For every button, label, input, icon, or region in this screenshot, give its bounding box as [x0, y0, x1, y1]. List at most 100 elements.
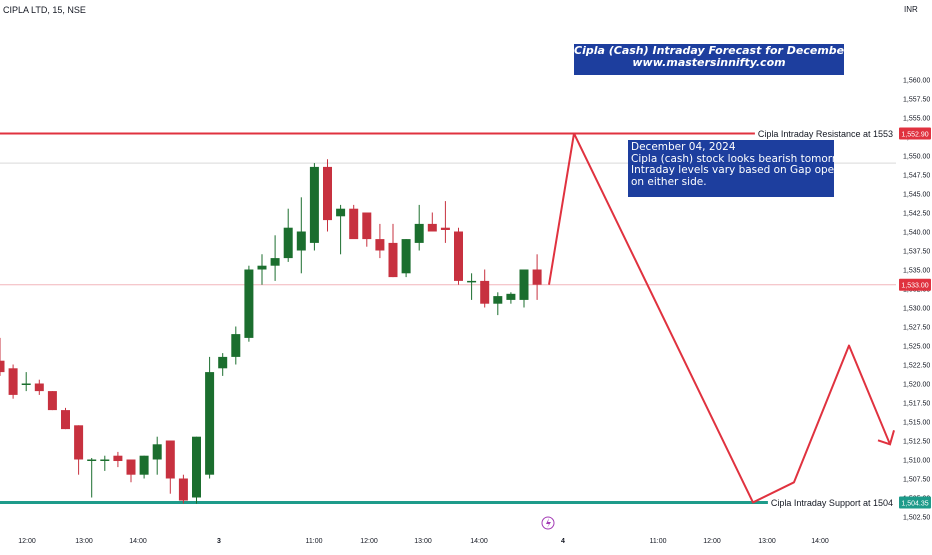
last-price-tag-bg — [899, 278, 931, 291]
candle-body — [192, 436, 201, 498]
candle-body — [454, 231, 463, 281]
y-tick-label: 1,515.00 — [903, 420, 930, 427]
candle-body — [506, 293, 516, 300]
candle — [0, 337, 5, 376]
candle-body — [113, 455, 123, 462]
support-price-tag: 1,504.35 — [901, 500, 928, 507]
candle — [323, 159, 332, 232]
candle — [283, 208, 293, 262]
y-tick-label: 1,512.50 — [903, 439, 930, 446]
candle-body — [401, 239, 411, 274]
x-tick-label: 14:00 — [129, 538, 147, 545]
candle-body — [218, 356, 228, 369]
y-tick-label: 1,560.00 — [903, 78, 930, 85]
x-tick-label: 12:00 — [360, 538, 378, 545]
symbol-title: CIPLA LTD, 15, NSE — [3, 5, 86, 15]
note-line: Cipla (cash) stock looks bearish tomorro… — [631, 152, 854, 165]
candle — [231, 326, 241, 365]
candle-body — [152, 444, 162, 460]
candle — [139, 455, 149, 479]
y-tick-label: 1,507.50 — [903, 477, 930, 484]
candle — [21, 372, 31, 392]
candle-body — [178, 478, 188, 501]
support-price-tag-bg — [899, 496, 931, 509]
candle — [192, 436, 201, 504]
candle — [126, 459, 136, 483]
candle — [74, 425, 84, 475]
note-line: on either side. — [631, 175, 707, 188]
resistance-price-tag: 1,552.90 — [901, 131, 928, 138]
candle — [480, 269, 490, 308]
y-tick-label: 1,542.50 — [903, 211, 930, 218]
y-tick-label: 1,537.50 — [903, 249, 930, 256]
last-price-tag: 1,533.00 — [901, 283, 928, 290]
candle-body — [440, 227, 450, 230]
y-tick-label: 1,522.50 — [903, 363, 930, 370]
x-tick-label: 13:00 — [414, 538, 432, 545]
lightning-icon — [541, 516, 555, 530]
candle-body — [362, 212, 372, 240]
candle — [388, 223, 398, 278]
y-tick-label: 1,517.50 — [903, 401, 930, 408]
y-tick-label: 1,547.50 — [903, 173, 930, 180]
candle-body — [349, 208, 359, 240]
candle — [152, 436, 162, 475]
candle — [87, 457, 97, 498]
y-tick-label: 1,527.50 — [903, 325, 930, 332]
x-tick-label: 11:00 — [650, 538, 667, 545]
candle-body — [493, 296, 503, 304]
x-tick-label: 13:00 — [758, 538, 776, 545]
currency-label: INR — [904, 5, 918, 14]
candle-body — [309, 166, 319, 243]
candle-body — [0, 360, 5, 373]
y-tick-label: 1,502.50 — [903, 515, 930, 522]
resistance-label: Cipla Intraday Resistance at 1553 — [758, 129, 893, 139]
x-tick-label: 12:00 — [703, 538, 721, 545]
support-label: Cipla Intraday Support at 1504 — [771, 498, 893, 508]
candle — [493, 292, 503, 316]
y-tick-label: 1,557.50 — [903, 97, 930, 104]
candle — [205, 356, 215, 479]
candle-body — [244, 269, 254, 338]
candle — [375, 223, 385, 259]
resistance-price-tag-bg — [899, 127, 931, 140]
candle — [34, 379, 44, 395]
candle — [47, 391, 57, 411]
candle-body — [139, 455, 149, 475]
x-tick-label: 12:00 — [18, 538, 36, 545]
candle — [349, 204, 359, 240]
candle-body — [270, 258, 280, 266]
note-line: Intraday levels vary based on Gap openin… — [631, 164, 858, 176]
candle-body — [323, 166, 332, 221]
candle — [8, 364, 18, 399]
forecast-path — [548, 132, 891, 504]
candle-body — [8, 368, 18, 395]
candle — [270, 235, 280, 281]
candle — [427, 212, 437, 232]
x-tick-label: 4 — [561, 538, 565, 545]
candle — [532, 254, 542, 300]
candle — [309, 163, 319, 251]
candle — [414, 204, 424, 251]
candle-body — [336, 208, 346, 217]
candle-body — [414, 223, 424, 243]
x-tick-label: 13:00 — [75, 538, 93, 545]
candle-body — [467, 280, 477, 283]
candle-body — [231, 334, 241, 357]
candle — [296, 197, 306, 274]
y-tick-label: 1,520.00 — [903, 382, 930, 389]
y-tick-label: 1,535.00 — [903, 268, 930, 275]
candle — [519, 269, 529, 308]
candle-body — [21, 383, 31, 385]
candle — [454, 227, 463, 285]
candle — [506, 292, 516, 304]
candle-body — [87, 459, 97, 461]
y-tick-label: 1,545.00 — [903, 192, 930, 199]
candle-body — [427, 223, 437, 232]
candle-body — [61, 410, 70, 430]
candle — [257, 254, 267, 285]
candle-body — [257, 265, 267, 270]
level-label-bg — [767, 496, 896, 509]
